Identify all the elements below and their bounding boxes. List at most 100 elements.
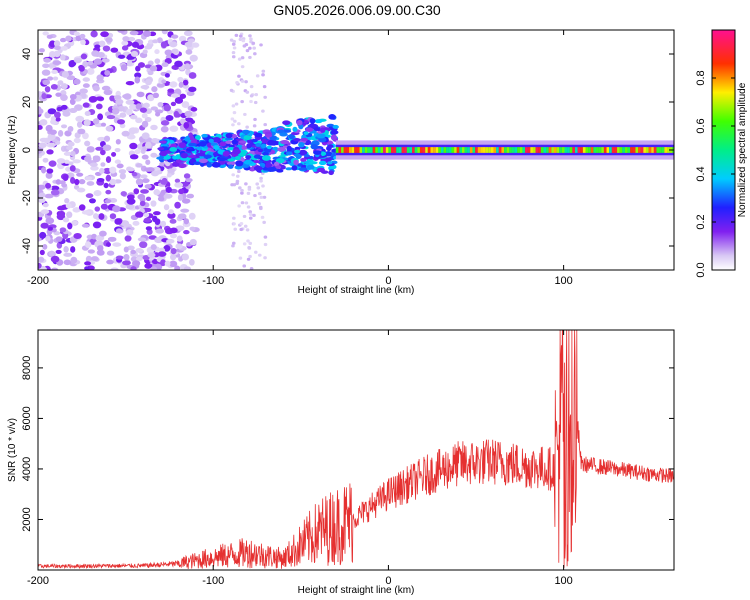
- spectrogram-cell: [88, 198, 96, 204]
- spectrogram-cell: [245, 48, 250, 53]
- spectrogram-cell: [298, 149, 308, 156]
- spectrogram-cell: [296, 120, 303, 126]
- carrier-cell: [588, 147, 591, 153]
- spectrogram-cell: [164, 49, 173, 56]
- spectrogram-cell: [112, 205, 121, 213]
- spectrogram-cell: [82, 132, 89, 140]
- spectrogram-cell: [125, 99, 135, 105]
- spectrogram-cell: [225, 133, 233, 139]
- spectrogram-cell: [46, 34, 53, 39]
- spectrogram-cell: [121, 130, 130, 137]
- spectrogram-cell: [113, 95, 122, 100]
- y-tick-label: 40: [21, 48, 33, 60]
- spectrogram-cell: [264, 133, 273, 138]
- spectrogram-cell: [109, 213, 117, 220]
- spectrogram-cell: [288, 133, 295, 140]
- colorbar-tick-label: 0.0: [695, 262, 707, 277]
- carrier-cell: [577, 147, 581, 153]
- spectrogram-cell: [316, 133, 326, 139]
- spectrogram-cell: [261, 155, 271, 161]
- spectrogram-cell: [298, 167, 308, 171]
- carrier-cell: [601, 147, 604, 153]
- spectrogram-x-label: Height of straight line (km): [298, 285, 415, 296]
- spectrogram-cell: [314, 119, 323, 124]
- spectrogram-cell: [83, 119, 91, 127]
- spectrogram-cell: [183, 266, 191, 270]
- spectrogram-cell: [180, 208, 190, 213]
- spectrogram-cell: [40, 167, 47, 174]
- spectrogram-cell: [101, 58, 110, 63]
- spectrogram-cell: [292, 126, 298, 132]
- spectrogram-cell: [201, 133, 208, 138]
- spectrogram-cell: [131, 171, 138, 177]
- carrier-cell: [617, 147, 620, 153]
- spectrogram-cell: [80, 53, 88, 60]
- spectrogram-cell: [258, 205, 263, 209]
- spectrogram-cell: [169, 218, 177, 224]
- spectrogram-cell: [143, 167, 153, 172]
- spectrogram-cell: [251, 41, 256, 45]
- spectrogram-cell: [163, 104, 172, 112]
- spectrogram-cell: [114, 218, 122, 225]
- spectrogram-cell: [49, 40, 56, 48]
- spectrogram-cell: [231, 104, 236, 108]
- spectrogram-cell: [117, 54, 126, 59]
- spectrogram-cell: [96, 178, 105, 183]
- spectrogram-cell: [186, 91, 195, 97]
- spectrogram-cell: [167, 168, 176, 173]
- spectrogram-cell: [282, 129, 292, 133]
- carrier-cell: [467, 147, 470, 153]
- spectrogram-cell: [320, 127, 326, 133]
- spectrogram-cell: [139, 241, 148, 249]
- spectrogram-cell: [147, 70, 154, 76]
- spectrogram-cell: [310, 144, 318, 150]
- spectrogram-cell: [86, 68, 95, 75]
- spectrogram-cell: [175, 243, 183, 250]
- carrier-cell: [377, 147, 381, 153]
- spectrogram-cell: [259, 179, 263, 183]
- spectrogram-cell: [86, 181, 95, 186]
- spectrogram-cell: [309, 118, 316, 124]
- spectrogram-cell: [129, 30, 139, 36]
- carrier-cell: [375, 147, 378, 153]
- spectrogram-cell: [46, 168, 54, 174]
- spectrogram-cell: [47, 108, 57, 115]
- spectrogram-cell: [261, 184, 265, 188]
- spectrogram-cell: [134, 149, 141, 155]
- spectrogram-cell: [78, 65, 85, 72]
- spectrogram-cell: [261, 138, 268, 144]
- spectrogram-cell: [73, 233, 82, 240]
- carrier-cell: [448, 147, 452, 153]
- spectrogram-cell: [249, 85, 254, 89]
- spectrogram-cell: [257, 148, 264, 153]
- spectrogram-cell: [243, 135, 252, 141]
- spectrogram-cell: [293, 159, 299, 166]
- spectrogram-cell: [117, 30, 125, 33]
- spectrogram-cell: [248, 55, 252, 60]
- spectrogram-cell: [273, 161, 280, 167]
- spectrogram-cell: [232, 222, 236, 226]
- spectrogram-cell: [253, 250, 258, 254]
- x-tick-label: -100: [202, 275, 224, 287]
- carrier-cell: [575, 147, 578, 153]
- spectrogram-cell: [183, 173, 191, 179]
- spectrogram-cell: [43, 58, 52, 63]
- spectrogram-cell: [181, 181, 189, 187]
- spectrogram-cell: [253, 100, 258, 105]
- spectrogram-cell: [59, 227, 67, 233]
- spectrogram-cell: [145, 141, 152, 149]
- spectrogram-cell: [278, 164, 286, 170]
- spectrogram-cell: [114, 159, 122, 164]
- spectrogram-cell: [154, 218, 161, 225]
- carrier-cell: [488, 147, 491, 153]
- spectrogram-cell: [63, 151, 73, 156]
- spectrogram-cell: [232, 39, 236, 44]
- spectrogram-cell: [42, 63, 50, 69]
- spectrogram-cell: [198, 141, 207, 147]
- spectrogram-cell: [245, 125, 249, 129]
- spectrogram-cell: [142, 49, 148, 55]
- spectrogram-cell: [248, 212, 253, 217]
- spectrogram-cell: [126, 55, 135, 60]
- spectrogram-cell: [141, 154, 149, 160]
